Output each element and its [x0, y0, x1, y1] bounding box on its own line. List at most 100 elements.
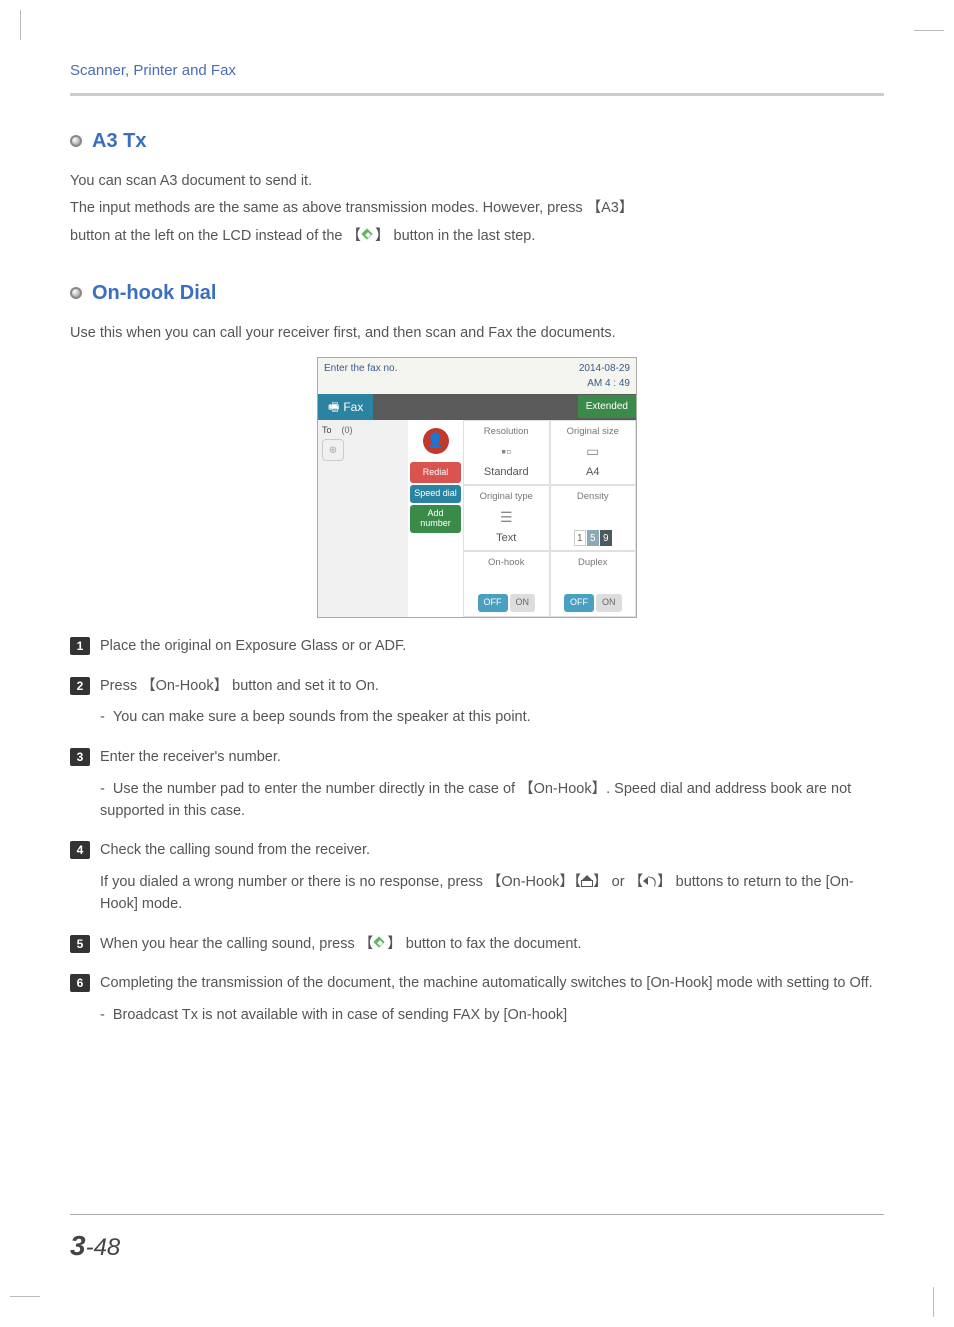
lcd-settings-grid: Resolution ▪▫ Standard Original size ▭ A… [463, 420, 636, 617]
add-number-button[interactable]: Add number [410, 505, 461, 533]
density-1: 1 [574, 530, 586, 546]
home-icon [581, 875, 593, 887]
type-value: Text [496, 530, 516, 547]
density-5: 5 [587, 530, 599, 546]
crop-mark [10, 1267, 40, 1297]
footer-sep: - [86, 1234, 94, 1261]
step-num-4: 4 [70, 841, 90, 859]
a3tx-p1: You can scan A3 document to send it. [70, 171, 884, 193]
to-count: (0) [342, 425, 353, 435]
to-label: To [322, 425, 332, 435]
resolution-icon: ▪▫ [501, 441, 511, 462]
size-value: A4 [586, 464, 599, 481]
original-type-cell[interactable]: Original type ☰ Text [463, 485, 550, 551]
page-header: Scanner, Printer and Fax [70, 60, 884, 96]
step-2-sub: You can make sure a beep sounds from the… [100, 707, 884, 729]
step-num-2: 2 [70, 677, 90, 695]
step-5: 5 When you hear the calling sound, press… [70, 934, 884, 956]
heading-onhook-text: On-hook Dial [92, 278, 216, 308]
footer-page: 48 [94, 1234, 121, 1261]
onhook-intro: Use this when you can call your receiver… [70, 323, 884, 345]
step-num-6: 6 [70, 974, 90, 992]
start-icon [361, 228, 375, 242]
density-cell[interactable]: Density 1 5 9 [550, 485, 637, 551]
text: button in the last step. [390, 228, 536, 244]
lcd-date: 2014-08-29 [579, 363, 630, 374]
lcd-statusbar: Enter the fax no. 2014-08-29 AM 4 : 49 [318, 358, 636, 394]
crop-mark [914, 30, 944, 60]
a3tx-p3: button at the left on the LCD instead of… [70, 226, 884, 248]
size-label: Original size [567, 425, 619, 439]
duplex-cell[interactable]: Duplex OFF ON [550, 551, 637, 617]
text: 】 or 【 [593, 874, 643, 890]
a3tx-p2: The input methods are the same as above … [70, 198, 884, 220]
lcd-body: To (0) ⊕ 👤 Redial Speed dial Add number … [318, 420, 636, 617]
heading-a3tx-text: A3 Tx [92, 126, 146, 156]
step-num-5: 5 [70, 935, 90, 953]
heading-onhook: On-hook Dial [70, 278, 884, 308]
crop-mark [20, 10, 50, 40]
type-label: Original type [480, 490, 533, 504]
resolution-cell[interactable]: Resolution ▪▫ Standard [463, 420, 550, 486]
start-icon [373, 936, 387, 950]
resolution-label: Resolution [484, 425, 529, 439]
step-2: 2 Press 【On-Hook】 button and set it to O… [70, 676, 884, 698]
onhook-cell[interactable]: On-hook OFF ON [463, 551, 550, 617]
fax-icon: 🖷 [328, 398, 339, 416]
extended-button[interactable]: Extended [578, 395, 636, 418]
duplex-on[interactable]: ON [596, 594, 622, 612]
a3-button-ref: 【A3】 [587, 200, 634, 216]
duplex-off[interactable]: OFF [564, 594, 594, 612]
onhook-label: On-hook [488, 556, 524, 570]
step-2-text: Press 【On-Hook】 button and set it to On. [100, 676, 884, 698]
bullet-icon [70, 135, 82, 147]
lcd-time: AM 4 : 49 [587, 378, 630, 389]
density-9: 9 [600, 530, 612, 546]
step-3-sub: Use the number pad to enter the number d… [100, 779, 884, 823]
lcd-titlebar: 🖷 Fax Extended [318, 394, 636, 420]
fax-lcd-screenshot: Enter the fax no. 2014-08-29 AM 4 : 49 🖷… [317, 357, 637, 618]
step-4: 4 Check the calling sound from the recei… [70, 840, 884, 862]
density-strip: 1 5 9 [574, 530, 612, 546]
step-4-body: If you dialed a wrong number or there is… [100, 872, 884, 916]
original-size-cell[interactable]: Original size ▭ A4 [550, 420, 637, 486]
fax-tab[interactable]: 🖷 Fax [318, 394, 373, 420]
contact-icon[interactable]: 👤 [423, 428, 449, 454]
lcd-prompt: Enter the fax no. [324, 361, 397, 391]
onhook-on[interactable]: ON [510, 594, 536, 612]
step-num-1: 1 [70, 637, 90, 655]
text: button at the left on the LCD instead of… [70, 228, 347, 244]
heading-a3tx: A3 Tx [70, 126, 884, 156]
lcd-to-panel: To (0) ⊕ [318, 420, 408, 617]
step-3-text: Enter the receiver's number. [100, 747, 884, 769]
step-1-text: Place the original on Exposure Glass or … [100, 636, 884, 658]
step-6: 6 Completing the transmission of the doc… [70, 973, 884, 995]
step-3: 3 Enter the receiver's number. [70, 747, 884, 769]
size-icon: ▭ [586, 441, 599, 462]
step-num-3: 3 [70, 748, 90, 766]
back-icon [643, 875, 657, 887]
bracket: 【 [347, 228, 362, 244]
step-6-sub: Broadcast Tx is not available with in ca… [100, 1005, 884, 1027]
duplex-label: Duplex [578, 556, 608, 570]
text: 】 button to fax the document. [387, 936, 581, 952]
fax-tab-label: Fax [343, 398, 363, 416]
text: If you dialed a wrong number or there is… [100, 874, 581, 890]
text: When you hear the calling sound, press 【 [100, 936, 373, 952]
page-footer: 3-48 [70, 1214, 884, 1267]
onhook-off[interactable]: OFF [478, 594, 508, 612]
bracket: 】 [375, 228, 390, 244]
step-4-text: Check the calling sound from the receive… [100, 840, 884, 862]
bullet-icon [70, 287, 82, 299]
redial-button[interactable]: Redial [410, 462, 461, 484]
resolution-value: Standard [484, 464, 529, 481]
onhook-toggle[interactable]: OFF ON [478, 594, 536, 612]
footer-chapter: 3 [70, 1230, 86, 1261]
text: The input methods are the same as above … [70, 200, 587, 216]
speed-dial-button[interactable]: Speed dial [410, 485, 461, 503]
step-1: 1 Place the original on Exposure Glass o… [70, 636, 884, 658]
step-5-text: When you hear the calling sound, press 【… [100, 934, 884, 956]
duplex-toggle[interactable]: OFF ON [564, 594, 622, 612]
crop-mark [904, 1287, 934, 1317]
recipient-card[interactable]: ⊕ [322, 439, 344, 461]
